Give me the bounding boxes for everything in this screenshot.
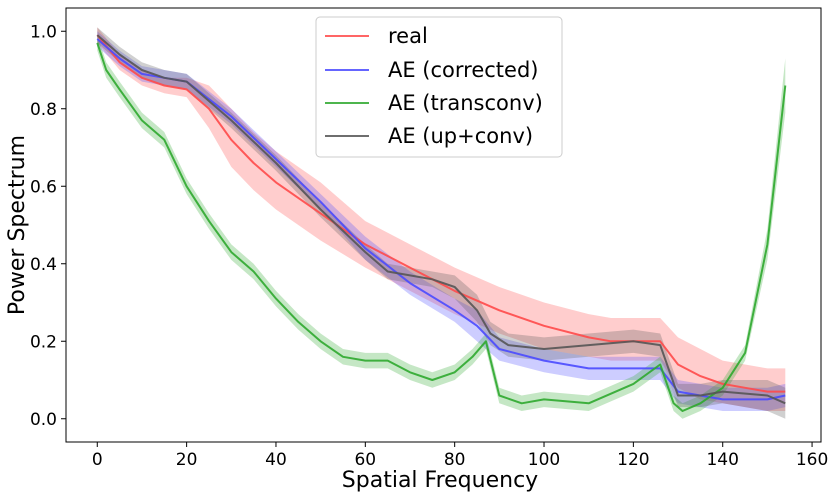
legend-label-ae-upconv: AE (up+conv) xyxy=(388,124,533,148)
y-axis-ticks: 0.0 0.2 0.4 0.6 0.8 1.0 xyxy=(30,22,66,430)
band-real xyxy=(97,27,786,412)
confidence-bands xyxy=(97,27,786,419)
x-tick-label: 100 xyxy=(528,450,560,470)
x-tick-label: 60 xyxy=(354,450,376,470)
x-tick-label: 40 xyxy=(265,450,287,470)
legend-label-real: real xyxy=(388,24,428,48)
plot-frame xyxy=(65,7,822,443)
y-tick-label: 0.6 xyxy=(30,177,57,197)
y-axis-title: Power Spectrum xyxy=(5,135,30,315)
legend: real AE (corrected) AE (transconv) AE (u… xyxy=(315,16,563,158)
y-tick-label: 0.2 xyxy=(30,332,57,352)
x-tick-label: 140 xyxy=(706,450,738,470)
x-tick-label: 0 xyxy=(92,450,103,470)
line-real xyxy=(96,34,786,393)
x-axis-ticks: 0 20 40 60 80 100 120 140 160 xyxy=(92,442,828,470)
x-tick-label: 120 xyxy=(617,450,649,470)
y-tick-label: 1.0 xyxy=(30,22,57,42)
line-ae-transconv xyxy=(96,42,787,412)
y-tick-label: 0.0 xyxy=(30,410,57,430)
series-lines xyxy=(96,34,787,412)
legend-box xyxy=(315,16,563,158)
x-tick-label: 160 xyxy=(796,450,828,470)
legend-label-ae-transconv: AE (transconv) xyxy=(388,91,543,115)
y-tick-label: 0.8 xyxy=(30,100,57,120)
y-tick-label: 0.4 xyxy=(30,255,57,275)
x-tick-label: 80 xyxy=(444,450,466,470)
line-ae-up-conv xyxy=(96,34,786,405)
x-axis-title: Spatial Frequency xyxy=(342,468,538,493)
x-tick-label: 20 xyxy=(176,450,198,470)
legend-label-ae-corrected: AE (corrected) xyxy=(388,58,538,82)
